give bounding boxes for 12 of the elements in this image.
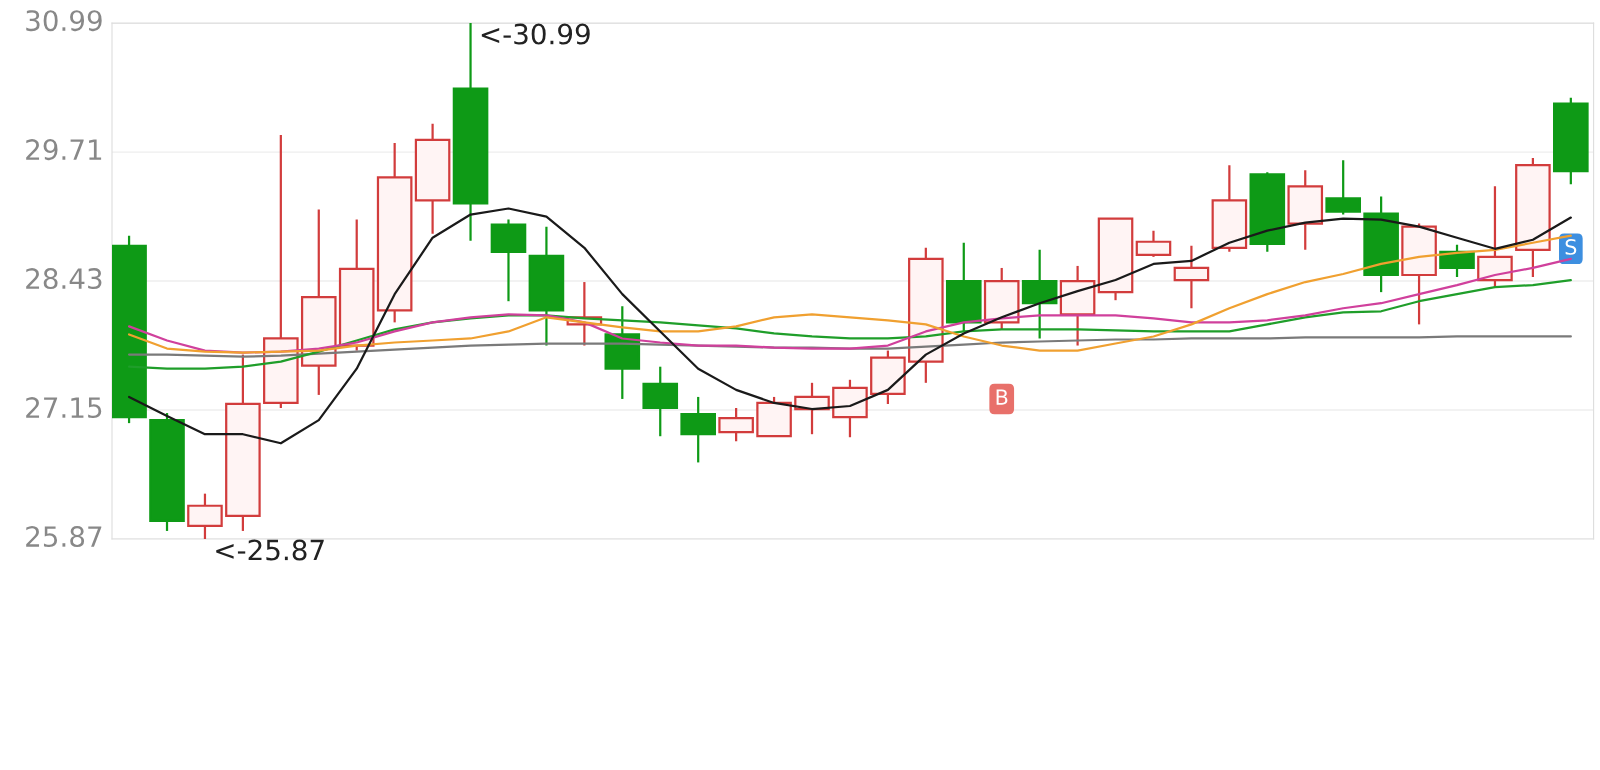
y-tick-label: 28.43	[26, 268, 102, 290]
text: <-25.87	[216, 539, 324, 561]
y-tick-label: 25.87	[26, 526, 102, 548]
data-label: B	[996, 389, 1008, 405]
line-series	[127, 278, 1572, 370]
y-tick-label: 29.71	[26, 139, 102, 161]
data-label: S	[1565, 239, 1577, 255]
y-tick-label: 30.99	[26, 10, 102, 32]
annotation: <-30.99	[481, 23, 590, 45]
line-series	[127, 335, 1572, 358]
candlestick	[1173, 244, 1210, 310]
y-tick-label: 27.15	[26, 397, 102, 419]
